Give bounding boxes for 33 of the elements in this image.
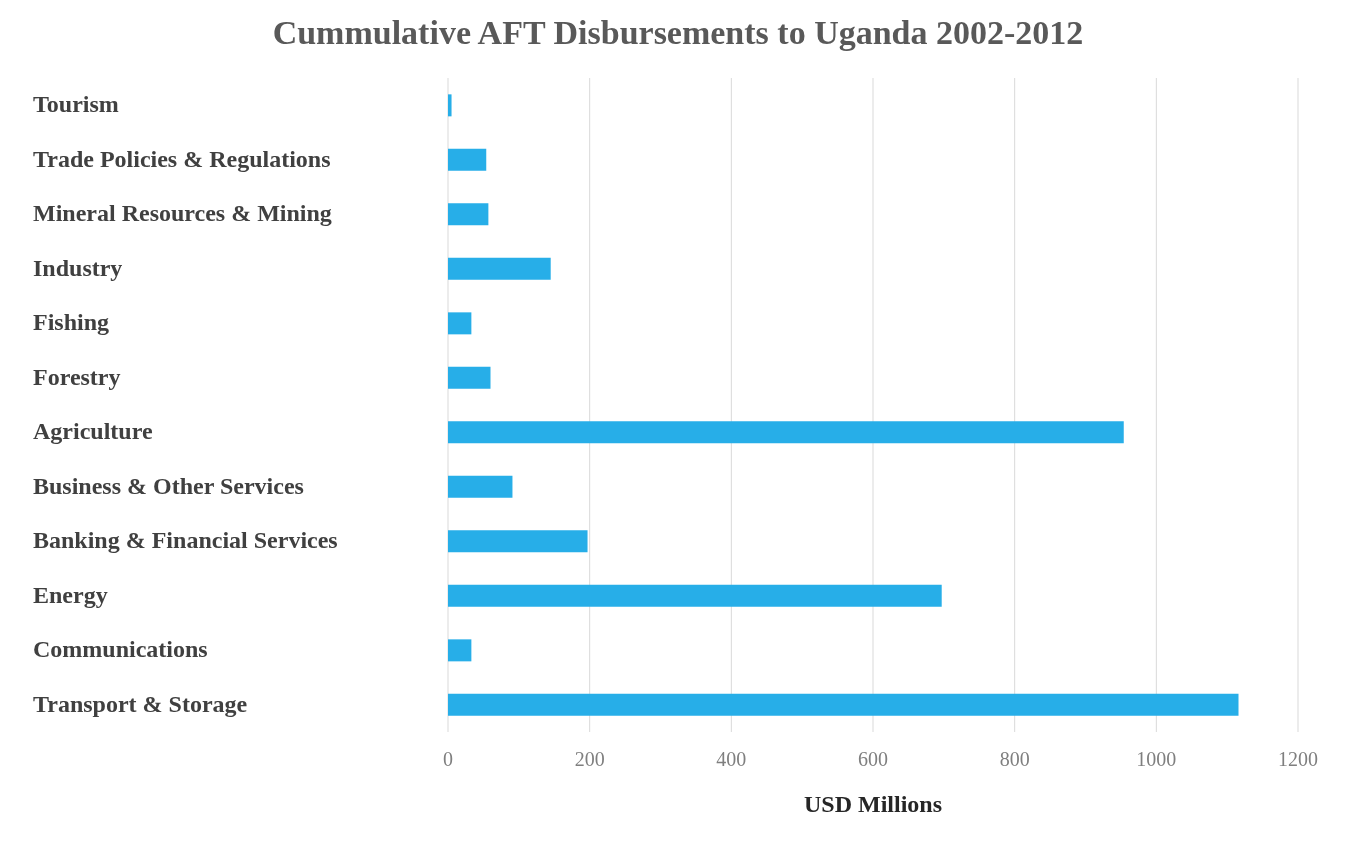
y-tick-label: Mineral Resources & Mining <box>33 200 332 227</box>
bar <box>448 421 1124 444</box>
bar <box>448 693 1239 716</box>
bar <box>448 312 472 335</box>
bar <box>448 257 551 280</box>
x-tick-label: 200 <box>574 748 605 771</box>
y-tick-label: Forestry <box>33 363 121 390</box>
bar <box>448 94 452 117</box>
x-tick-label: 1200 <box>1278 748 1318 771</box>
y-tick-label: Business & Other Services <box>33 472 304 499</box>
x-axis-title: USD Millions <box>803 791 943 817</box>
y-tick-label: Energy <box>33 581 108 608</box>
y-tick-label: Agriculture <box>33 418 153 445</box>
y-tick-label: Industry <box>33 254 123 281</box>
bar <box>448 639 472 662</box>
y-tick-label: Transport & Storage <box>33 690 248 717</box>
y-tick-label: Banking & Financial Services <box>33 527 338 554</box>
y-tick-label: Fishing <box>33 309 110 336</box>
x-tick-label: 800 <box>999 748 1030 771</box>
y-tick-label: Trade Policies & Regulations <box>33 145 331 172</box>
x-tick-label: 600 <box>858 748 888 771</box>
bar <box>448 148 487 171</box>
x-tick-label: 1000 <box>1136 748 1177 771</box>
bar <box>448 584 942 607</box>
x-tick-label: 0 <box>443 748 453 771</box>
bar <box>448 366 491 389</box>
y-tick-label: Communications <box>33 636 208 663</box>
bar <box>448 203 489 226</box>
x-tick-label: 400 <box>716 748 747 771</box>
bar <box>448 530 588 553</box>
bar <box>448 475 513 498</box>
y-tick-label: Tourism <box>33 91 119 118</box>
chart-title: Cummulative AFT Disbursements to Uganda 2002-2012 <box>271 14 1085 52</box>
